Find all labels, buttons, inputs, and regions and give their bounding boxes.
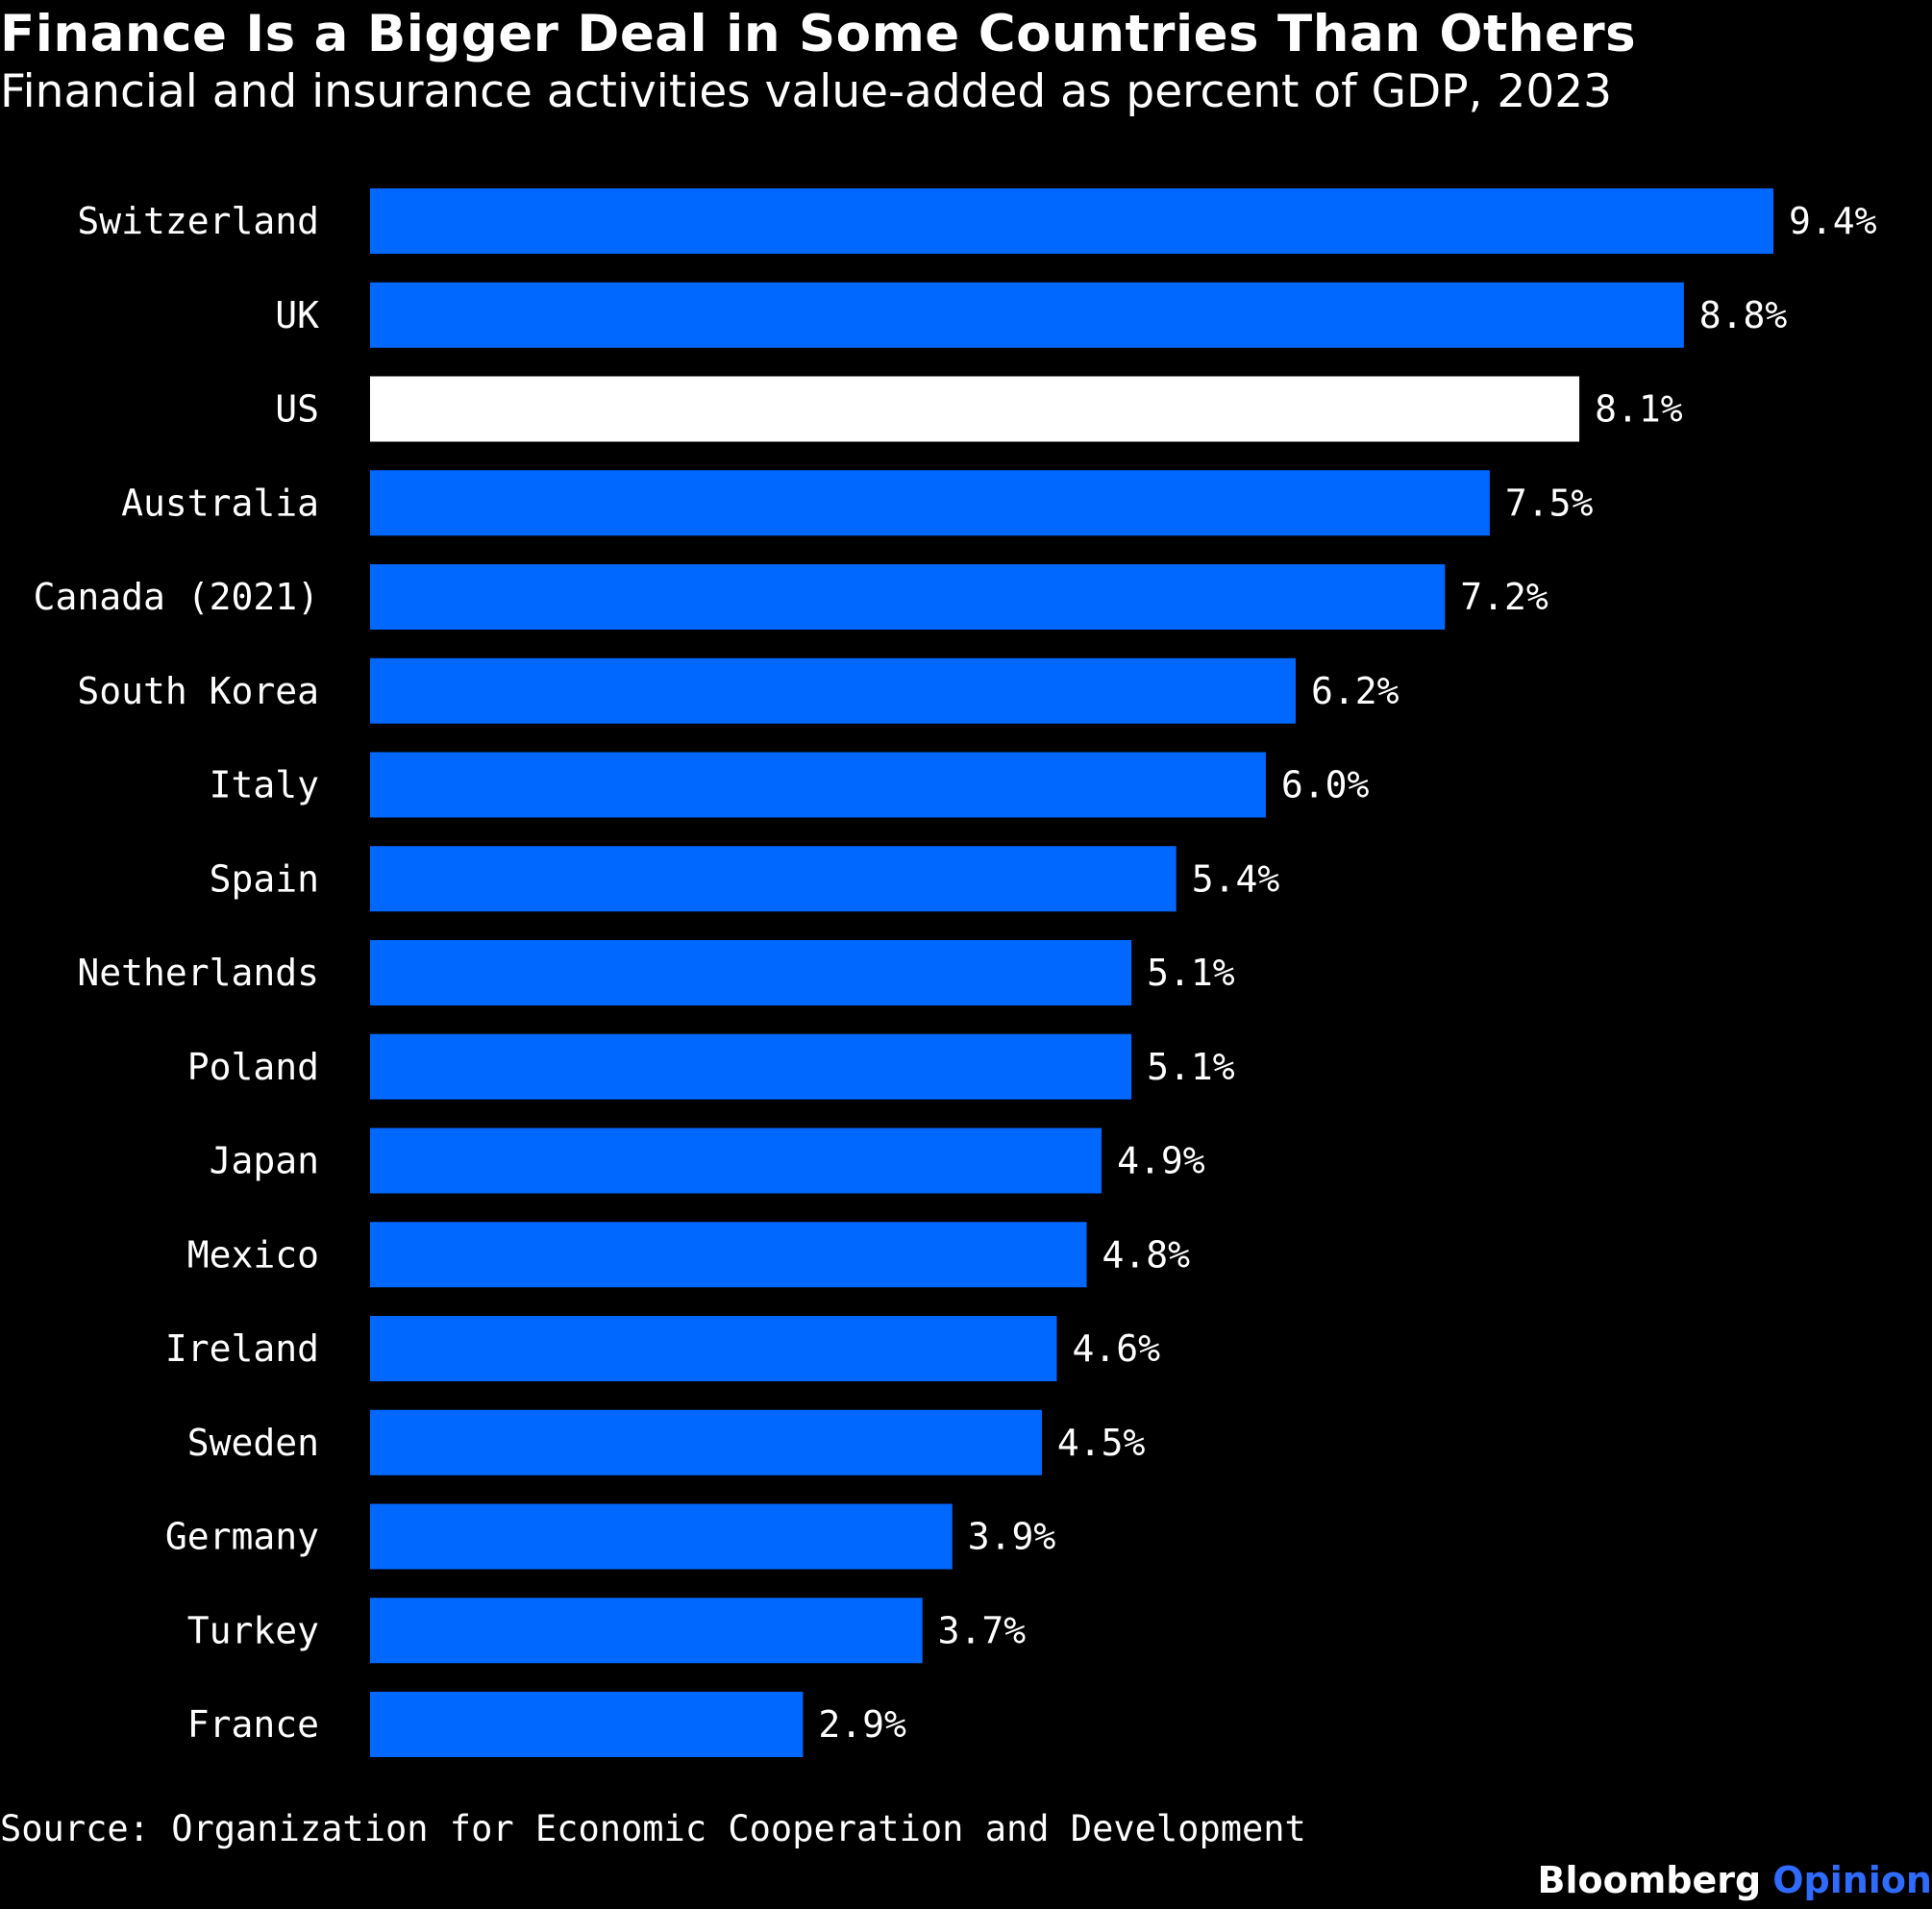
- bar-south-korea: [370, 657, 1296, 724]
- bar-netherlands: [370, 940, 1132, 1005]
- category-label-japan: Japan: [210, 1140, 319, 1182]
- value-label-netherlands: 5.1%: [1147, 952, 1235, 994]
- brand-suffix: Opinion: [1772, 1859, 1932, 1901]
- value-label-south-korea: 6.2%: [1311, 670, 1399, 712]
- value-label-us: 8.1%: [1595, 388, 1683, 431]
- bar-australia: [370, 470, 1490, 536]
- bar-mexico: [370, 1222, 1087, 1288]
- bar-italy: [370, 752, 1266, 818]
- source-note: Source: Organization for Economic Cooper…: [0, 1808, 1306, 1849]
- category-label-turkey: Turkey: [187, 1609, 319, 1651]
- value-label-mexico: 4.8%: [1102, 1233, 1191, 1276]
- bar-france: [370, 1692, 804, 1757]
- category-label-switzerland: Switzerland: [77, 200, 319, 242]
- category-label-australia: Australia: [121, 482, 319, 524]
- value-label-turkey: 3.7%: [938, 1609, 1027, 1651]
- value-label-ireland: 4.6%: [1072, 1327, 1160, 1370]
- bar-japan: [370, 1128, 1102, 1194]
- value-label-france: 2.9%: [818, 1703, 906, 1746]
- category-label-france: France: [187, 1703, 319, 1746]
- brand-logo: Bloomberg Opinion: [1538, 1855, 1932, 1905]
- value-label-poland: 5.1%: [1147, 1046, 1235, 1088]
- value-label-uk: 8.8%: [1699, 294, 1788, 336]
- bar-canada-2021: [370, 564, 1446, 630]
- bar-turkey: [370, 1598, 923, 1664]
- chart-title: Finance Is a Bigger Deal in Some Countri…: [0, 5, 1637, 63]
- category-label-germany: Germany: [165, 1516, 319, 1558]
- category-label-south-korea: South Korea: [77, 670, 319, 712]
- category-label-netherlands: Netherlands: [77, 952, 319, 994]
- category-label-ireland: Ireland: [165, 1327, 319, 1370]
- bar-sweden: [370, 1409, 1042, 1475]
- value-label-sweden: 4.5%: [1057, 1422, 1146, 1464]
- value-label-switzerland: 9.4%: [1789, 200, 1877, 242]
- bar-spain: [370, 846, 1177, 912]
- category-label-mexico: Mexico: [187, 1233, 319, 1276]
- bar-poland: [370, 1033, 1132, 1100]
- bar-switzerland: [370, 188, 1773, 254]
- value-label-spain: 5.4%: [1192, 857, 1280, 900]
- category-label-italy: Italy: [210, 764, 319, 806]
- brand-name: Bloomberg: [1537, 1859, 1762, 1901]
- bar-germany: [370, 1503, 953, 1570]
- value-label-japan: 4.9%: [1117, 1140, 1205, 1182]
- category-label-us: US: [275, 388, 319, 431]
- category-label-poland: Poland: [187, 1046, 319, 1088]
- chart-subtitle: Financial and insurance activities value…: [0, 65, 1613, 118]
- value-label-italy: 6.0%: [1281, 764, 1370, 806]
- bar-uk: [370, 282, 1684, 348]
- category-label-uk: UK: [275, 294, 319, 336]
- value-label-germany: 3.9%: [968, 1516, 1056, 1558]
- bar-ireland: [370, 1316, 1057, 1381]
- value-label-canada-2021: 7.2%: [1460, 576, 1548, 618]
- category-label-canada-2021: Canada (2021): [34, 576, 319, 618]
- category-label-sweden: Sweden: [187, 1422, 319, 1464]
- bar-us: [370, 376, 1580, 442]
- value-label-australia: 7.5%: [1505, 482, 1594, 524]
- category-label-spain: Spain: [210, 857, 319, 900]
